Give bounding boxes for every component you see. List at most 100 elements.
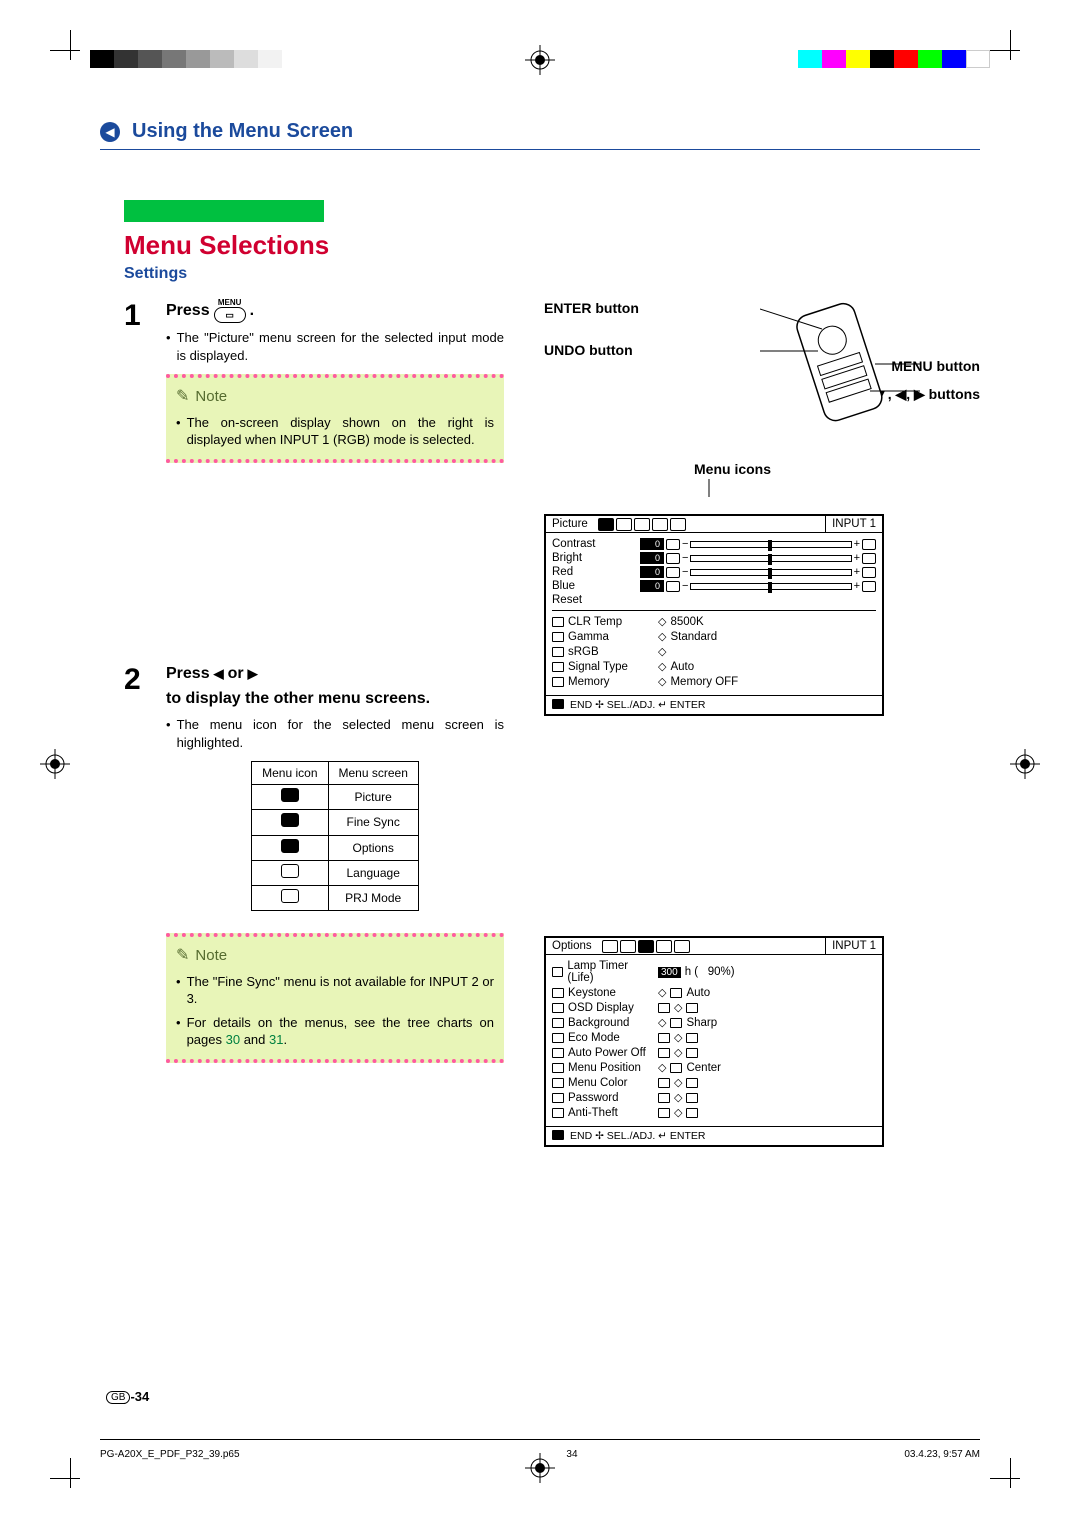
note2-line1: The "Fine Sync" menu is not available fo… (187, 973, 494, 1008)
note-icon: ✎ (176, 945, 189, 967)
language-icon (281, 864, 299, 878)
remote-illustration (760, 299, 920, 429)
row-picture: Picture (328, 785, 418, 810)
row-finesync: Fine Sync (328, 810, 418, 835)
osd-option-row: OSD Display (552, 1000, 876, 1015)
th-icon: Menu icon (252, 762, 328, 785)
bullet-icon (176, 1014, 181, 1049)
prjmode-icon (281, 889, 299, 903)
osd-option-row: Lamp Timer (Life)300 h ( 90%) (552, 959, 876, 985)
bullet-icon (176, 973, 181, 1008)
footer-rule (100, 1439, 980, 1440)
crop-mark (990, 30, 1030, 70)
osd-option-row: KeystoneAuto (552, 985, 876, 1000)
footer-file: PG-A20X_E_PDF_P32_39.p65 (100, 1449, 240, 1460)
menu-icon-table: Menu iconMenu screen Picture Fine Sync O… (251, 761, 419, 911)
osd-footer: END ✢ SEL./ADJ. ↵ ENTER (546, 1126, 882, 1145)
osd-option-row: Password (552, 1090, 876, 1105)
header-bullet-icon: ◀ (100, 122, 120, 142)
or-label: or (228, 663, 244, 685)
osd-title: Options (546, 938, 598, 954)
note-icon: ✎ (176, 386, 189, 408)
picture-icon (281, 788, 299, 802)
osd-option-row: GammaStandard (552, 629, 876, 644)
osd-option-row: MemoryMemory OFF (552, 674, 876, 689)
osd-option-row: Menu Color (552, 1075, 876, 1090)
osd-option-row: CLR Temp8500K (552, 614, 876, 629)
th-screen: Menu screen (328, 762, 418, 785)
step-2: 2 Press ◀ or ▶ to display the other menu… (124, 663, 504, 1063)
osd-option-row: sRGB (552, 644, 876, 659)
undo-button-label: UNDO button (544, 341, 633, 359)
osd-slider-row: Blue0−+ (552, 579, 876, 593)
osd-footer: END ✢ SEL./ADJ. ↵ ENTER (546, 695, 882, 714)
step-number: 1 (124, 299, 152, 463)
registration-mark (40, 749, 70, 779)
press-label: Press (166, 300, 210, 322)
footer-page: 34 (566, 1449, 577, 1460)
step-number: 2 (124, 663, 152, 1063)
menu-button-icon: ▭ (214, 307, 246, 323)
end-icon (552, 699, 564, 709)
menu-tiny-label: MENU (218, 299, 242, 307)
header-title: Using the Menu Screen (132, 120, 353, 143)
note-title: Note (195, 946, 227, 966)
osd-tab-icons (598, 940, 694, 953)
note-box: ✎ Note The "Fine Sync" menu is not availa… (166, 933, 504, 1063)
osd-slider-row: Contrast0−+ (552, 537, 876, 551)
osd-option-row: Anti-Theft (552, 1105, 876, 1120)
left-arrow-icon: ◀ (214, 665, 224, 683)
note2-line2: For details on the menus, see the tree c… (187, 1014, 494, 1049)
color-calibration-bar (798, 50, 990, 68)
period: . (250, 300, 254, 322)
page-link-31: 31 (269, 1032, 283, 1047)
remote-diagram: ENTER button UNDO button MENU button ▲, … (544, 299, 980, 449)
row-options: Options (328, 835, 418, 860)
footer-text: PG-A20X_E_PDF_P32_39.p65 34 03.4.23, 9:5… (100, 1449, 980, 1460)
step1-desc: The "Picture" menu screen for the select… (177, 329, 504, 364)
osd-tab-icons (594, 518, 690, 531)
registration-mark (1010, 749, 1040, 779)
osd-option-row: Menu PositionCenter (552, 1060, 876, 1075)
crop-mark (990, 1458, 1030, 1498)
right-arrow-icon: ▶ (248, 665, 258, 683)
note-title: Note (195, 387, 227, 407)
step-1: 1 Press MENU ▭ . The "Picture" menu scre… (124, 299, 504, 463)
row-prjmode: PRJ Mode (328, 886, 418, 911)
options-icon (281, 839, 299, 853)
header-rule (100, 149, 980, 150)
page-link-30: 30 (226, 1032, 240, 1047)
page-number: GB-34 (106, 1389, 149, 1404)
note1-body: The on-screen display shown on the right… (187, 414, 494, 449)
press-label: Press (166, 663, 210, 685)
crop-mark (50, 1458, 90, 1498)
osd-picture: Picture INPUT 1 Contrast0−+Bright0−+Red0… (544, 514, 884, 716)
row-language: Language (328, 860, 418, 885)
page-header: ◀ Using the Menu Screen (100, 120, 980, 143)
osd-input: INPUT 1 (825, 938, 882, 954)
gb-badge: GB (106, 1391, 130, 1404)
osd-slider-row: Bright0−+ (552, 551, 876, 565)
note-box: ✎ Note The on-screen display shown on the… (166, 374, 504, 463)
bullet-icon (166, 329, 171, 364)
bullet-icon (166, 716, 171, 751)
step2-head-tail: to display the other menu screens. (166, 688, 430, 710)
osd-option-row: Signal TypeAuto (552, 659, 876, 674)
osd-input: INPUT 1 (825, 516, 882, 532)
osd-reset-row: Reset (552, 593, 876, 607)
step2-desc: The menu icon for the selected menu scre… (177, 716, 504, 751)
registration-mark (525, 45, 555, 75)
bullet-icon (176, 414, 181, 449)
finesync-icon (281, 813, 299, 827)
section-accent-bar (124, 200, 324, 222)
callout-line (664, 479, 864, 499)
grey-calibration-bar (90, 50, 282, 68)
section-title: Menu Selections (124, 230, 980, 261)
crop-mark (50, 30, 90, 70)
enter-button-label: ENTER button (544, 299, 639, 317)
footer-date: 03.4.23, 9:57 AM (904, 1449, 980, 1460)
end-icon (552, 1130, 564, 1140)
osd-title: Picture (546, 516, 594, 532)
osd-option-row: BackgroundSharp (552, 1015, 876, 1030)
menu-icons-label: Menu icons (694, 461, 980, 477)
